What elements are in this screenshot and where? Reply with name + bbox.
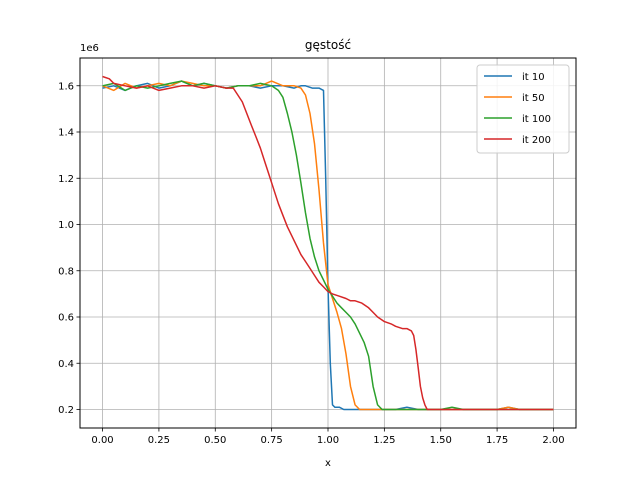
y-tick-label: 0.6 [58, 313, 74, 324]
y-tick-label: 1.2 [58, 174, 74, 185]
legend-label-it-10: it 10 [522, 72, 545, 83]
legend-label-it-100: it 100 [522, 114, 551, 125]
x-tick-label: 1.25 [373, 435, 395, 446]
y-tick-label: 1.6 [58, 81, 74, 92]
y-tick-label: 0.4 [58, 359, 74, 370]
y-tick-label: 1.4 [58, 128, 74, 139]
x-tick-label: 0.50 [204, 435, 226, 446]
y-tick-label: 0.2 [58, 405, 74, 416]
x-tick-label: 2.00 [542, 435, 564, 446]
y-offset-label: 1e6 [80, 43, 99, 54]
legend-label-it-200: it 200 [522, 135, 551, 146]
x-axis-label: x [325, 458, 331, 469]
x-tick-label: 0.75 [261, 435, 283, 446]
x-tick-label: 1.75 [486, 435, 508, 446]
x-tick-label: 1.00 [317, 435, 339, 446]
x-tick-label: 0.25 [148, 435, 170, 446]
x-tick-label: 1.50 [430, 435, 452, 446]
y-tick-label: 0.8 [58, 266, 74, 277]
legend-box [476, 64, 570, 154]
legend-label-it-50: it 50 [522, 93, 545, 104]
series-line-it-200 [102, 75, 554, 411]
series-lines [102, 75, 554, 411]
axis-ticks: 0.00 0.25 0.50 0.75 1.00 1.25 1.50 1.75 2.00 0.2 0… [58, 81, 564, 446]
y-tick-label: 1.0 [58, 220, 74, 231]
chart-title: gęstość [305, 38, 351, 52]
x-tick-label: 0.00 [91, 435, 113, 446]
legend: it 10 it 50 it 100 it 200 [476, 64, 570, 154]
